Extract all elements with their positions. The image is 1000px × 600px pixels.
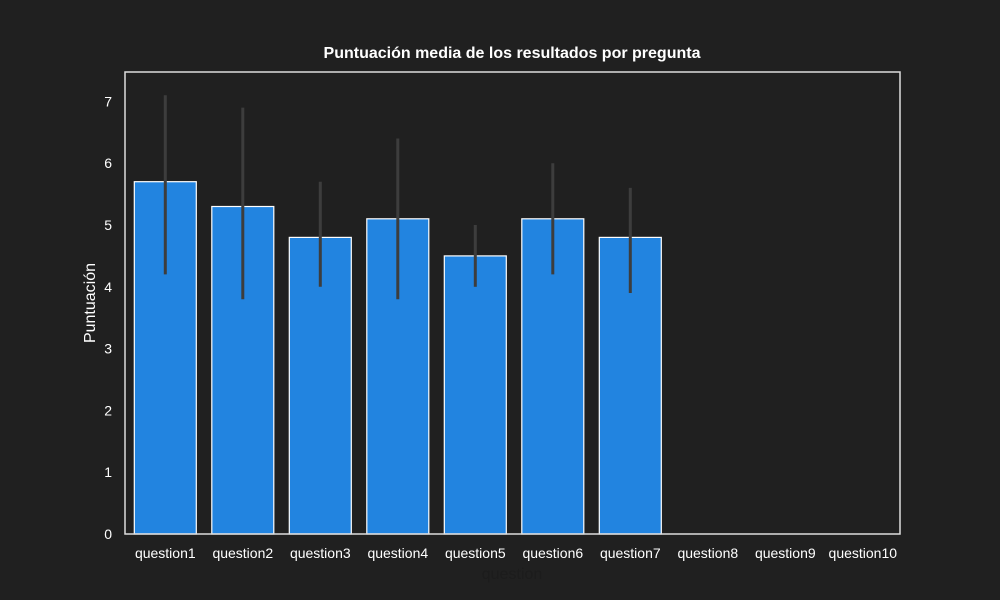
x-tick-label: question1 bbox=[135, 545, 196, 561]
x-tick-label: question7 bbox=[600, 545, 661, 561]
x-tick-label: question10 bbox=[829, 545, 898, 561]
bar-question3 bbox=[288, 236, 352, 535]
y-tick-label: 4 bbox=[104, 279, 112, 295]
x-tick-label: question5 bbox=[445, 545, 506, 561]
x-tick-label: question4 bbox=[367, 545, 428, 561]
x-tick-labels: question1 question2 question3 question4 ques… bbox=[135, 545, 897, 561]
y-tick-label: 7 bbox=[104, 93, 112, 109]
bar-question5 bbox=[443, 255, 507, 535]
y-tick-labels: 0 1 2 3 4 5 6 7 bbox=[104, 93, 112, 542]
y-tick-label: 3 bbox=[104, 341, 112, 357]
chart-title: Puntuación media de los resultados por p… bbox=[324, 45, 701, 62]
x-tick-label: question8 bbox=[677, 545, 738, 561]
y-tick-label: 1 bbox=[104, 464, 112, 480]
y-tick-label: 5 bbox=[104, 217, 112, 233]
error-bars-layer bbox=[163, 95, 632, 300]
bars-layer bbox=[133, 181, 662, 535]
plot-frame bbox=[124, 71, 901, 535]
x-axis-label: question bbox=[482, 566, 543, 583]
y-axis-label: Puntuación bbox=[82, 263, 99, 343]
y-tick-label: 0 bbox=[104, 526, 112, 542]
x-tick-label: question6 bbox=[522, 545, 583, 561]
x-tick-label: question9 bbox=[755, 545, 816, 561]
y-tick-label: 2 bbox=[104, 402, 112, 418]
y-tick-label: 6 bbox=[104, 155, 112, 171]
x-tick-label: question2 bbox=[212, 545, 273, 561]
x-tick-label: question3 bbox=[290, 545, 351, 561]
